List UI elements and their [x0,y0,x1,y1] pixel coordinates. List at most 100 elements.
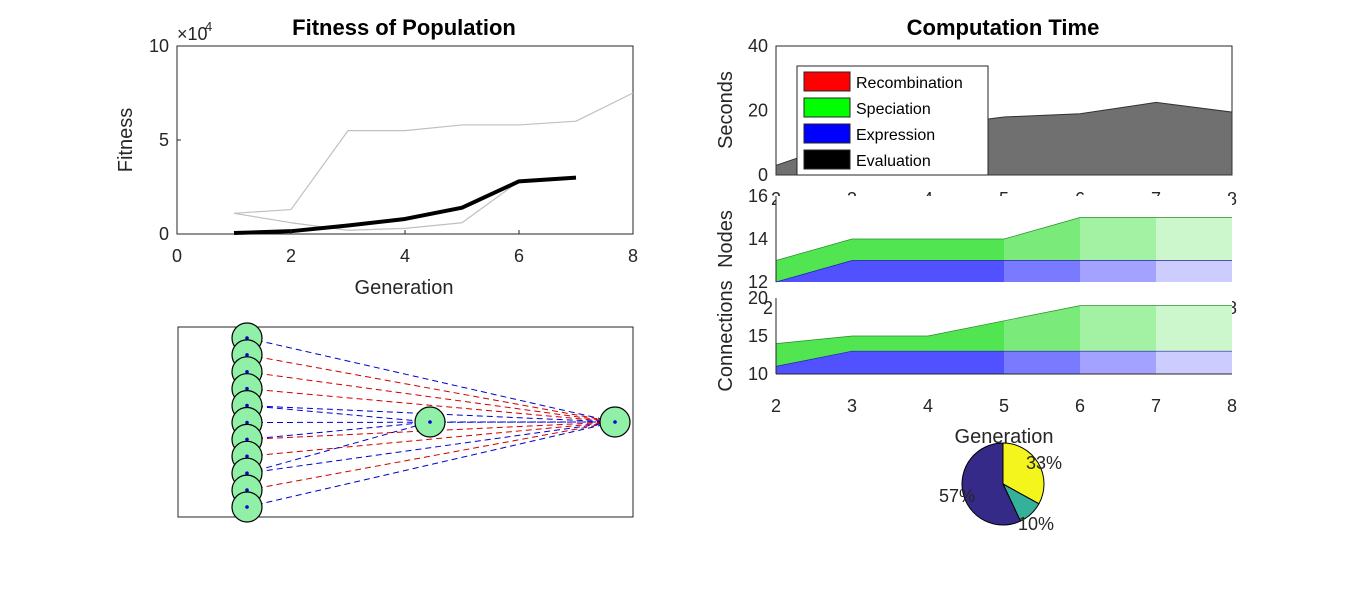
pie-slice-label: 57% [939,486,975,506]
connections-xtick-label: 8 [1227,396,1237,416]
pie-slice [961,442,1022,526]
fitness-exponent-power: 4 [205,19,212,34]
network-node-dot [245,471,249,476]
network-node-dot [245,420,249,425]
pie-slice-label: 10% [1018,514,1054,534]
connections-xtick-label: 7 [1151,396,1161,416]
nodes-ytick-label: 16 [748,186,768,206]
network-node-dot [245,403,249,408]
area-top-segment [928,320,1004,352]
fitness-exponent-base: ×10 [177,24,208,44]
legend-swatch [803,97,851,118]
area-top-outline [775,305,1232,344]
network-node-dot [245,437,249,442]
network-node-dot [245,386,249,391]
fitness-chart: Fitness of Population ×10 4 0 2 4 6 8 0 5 10 G… [115,15,638,299]
area-top-segment [928,239,1004,261]
fitness-ytick-label: 10 [149,36,169,56]
area-bottom-segment [928,351,1004,374]
network-edge [246,421,616,508]
network-node-dot [245,370,249,374]
network-edge [246,371,616,423]
network-node-dot [245,336,249,340]
area-bottom-segment [852,260,928,282]
computation-ytick-label: 20 [748,101,768,121]
fitness-xlabel: Generation [355,277,454,299]
nodes-overlap-tick-left: 2 [763,298,773,318]
connections-ytick-label: 10 [748,364,768,384]
connections-xlabel: Generation [955,426,1054,448]
fitness-title: Fitness of Population [292,15,516,40]
computation-ytick-label: 40 [748,36,768,56]
network-edge [246,421,431,440]
area-bottom-segment [1080,351,1156,374]
area-bottom-segment [928,260,1004,282]
area-bottom-segment [776,351,852,374]
fitness-exponent: ×10 4 [177,19,212,44]
area-top-outline [775,217,1232,261]
connections-xtick-label: 2 [771,396,781,416]
fitness-plot-area [176,45,634,235]
connections-chart: 2 3 4 5 6 7 8 10 15 20 Generation Connections [715,280,1237,448]
legend-swatch [803,123,851,144]
pie-slice [1002,442,1045,505]
pie-slice-label: 33% [1026,453,1062,473]
area-top-segment [1080,305,1156,352]
area-top-segment [852,336,928,352]
nodes-ytick-label: 14 [748,229,768,249]
fitness-xtick-label: 2 [286,246,296,266]
fitness-ytick-label: 0 [159,224,169,244]
network-node-dot [245,488,249,492]
area-top-segment [776,239,852,282]
area-bottom-segment [1004,260,1080,282]
area-bottom-segment [1080,260,1156,282]
legend-label: Expression [856,127,935,144]
connections-xtick-label: 6 [1075,396,1085,416]
fitness-xtick-label: 4 [400,246,410,266]
network-node-dot [613,420,617,424]
network-edge [246,388,616,423]
network-diagram [177,322,634,523]
area-bottom-outline [775,350,1232,367]
legend-label: Recombination [856,75,963,92]
network-node-dot [245,454,249,459]
legend-swatch [803,149,851,170]
area-top-segment [776,336,852,367]
connections-xtick-label: 4 [923,396,933,416]
pie-chart: 33% 10% 57% [939,442,1062,534]
computation-time-ylabel: Seconds [715,71,737,149]
connections-ytick-label: 20 [748,288,768,308]
area-top-segment [1156,217,1232,261]
area-bottom-segment [1156,351,1232,374]
area-top-segment [1004,217,1080,261]
legend-swatch [803,71,851,92]
area-bottom-segment [852,351,928,374]
network-edge [246,354,616,423]
network-node-dot [428,420,432,424]
area-bottom-segment [1004,351,1080,374]
connections-ytick-label: 15 [748,326,768,346]
network-edge [246,421,616,457]
fitness-xtick-label: 8 [628,246,638,266]
connections-xtick-label: 3 [847,396,857,416]
legend: Recombination Speciation Expression Evaluat… [796,65,989,176]
area-top-segment [1156,305,1232,352]
nodes-ytick-label: 12 [748,272,768,292]
computation-ytick-label: 0 [758,165,768,185]
connections-ylabel: Connections [715,280,737,391]
area-bottom-outline [775,260,1232,283]
connections-xtick-label: 5 [999,396,1009,416]
fitness-line-max [233,92,634,214]
area-top-segment [1080,217,1156,261]
fitness-ytick-label: 5 [159,130,169,150]
network-edge [246,421,616,491]
fitness-xtick-label: 6 [514,246,524,266]
legend-label: Speciation [856,101,931,118]
network-edge [246,421,616,474]
network-edge [246,405,431,423]
area-top-segment [852,239,928,261]
network-edge [246,421,431,474]
